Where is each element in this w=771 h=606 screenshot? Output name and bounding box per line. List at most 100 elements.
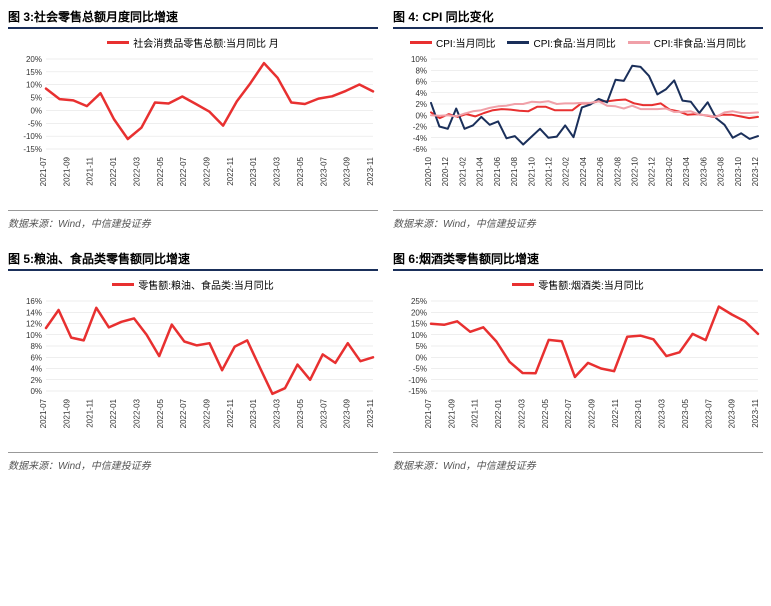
legend-item: CPI:当月同比 (410, 35, 495, 50)
svg-text:2023-06: 2023-06 (699, 156, 708, 186)
svg-text:2021-10: 2021-10 (527, 156, 536, 186)
legend-item: 社会消费品零售总额:当月同比 月 (107, 35, 279, 50)
svg-text:2021-07: 2021-07 (424, 398, 433, 428)
svg-text:2022-09: 2022-09 (203, 156, 212, 186)
title-underline (393, 269, 763, 271)
svg-text:2021-09: 2021-09 (62, 156, 71, 186)
svg-text:2023-04: 2023-04 (682, 156, 691, 186)
svg-text:10%: 10% (411, 331, 427, 340)
chart-title: 图 3:社会零售总额月度同比增速 (8, 8, 378, 25)
series-line (46, 308, 373, 394)
legend: CPI:当月同比 CPI:食品:当月同比 CPI:非食品:当月同比 (393, 35, 763, 50)
svg-text:-6%: -6% (413, 145, 427, 154)
svg-text:2022-09: 2022-09 (203, 398, 212, 428)
svg-text:2022-01: 2022-01 (494, 398, 503, 428)
chart-grid: 图 3:社会零售总额月度同比增速社会消费品零售总额:当月同比 月 -15% -10%… (0, 0, 771, 480)
svg-text:2023-05: 2023-05 (681, 398, 690, 428)
legend-item: CPI:食品:当月同比 (507, 35, 615, 50)
svg-text:2021-07: 2021-07 (39, 398, 48, 428)
svg-text:2023-10: 2023-10 (734, 156, 743, 186)
svg-text:20%: 20% (411, 308, 427, 317)
svg-text:2022-03: 2022-03 (517, 398, 526, 428)
svg-text:2022-11: 2022-11 (226, 156, 235, 185)
source-text: 数据来源：Wind，中信建投证券 (8, 452, 378, 472)
svg-text:2022-07: 2022-07 (179, 156, 188, 186)
svg-text:-10%: -10% (408, 376, 427, 385)
chart-svg: -6%-4%-2%0%2%4%6%8%10%2020-102020-122021… (393, 54, 763, 204)
svg-text:2022-01: 2022-01 (109, 156, 118, 186)
svg-text:2021-11: 2021-11 (471, 398, 480, 427)
svg-text:0%: 0% (415, 111, 427, 120)
svg-text:-15%: -15% (23, 145, 42, 154)
svg-text:2022-11: 2022-11 (611, 398, 620, 427)
legend-label: CPI:非食品:当月同比 (654, 35, 746, 50)
svg-text:2021-11: 2021-11 (86, 398, 95, 427)
legend-item: 零售额:烟酒类:当月同比 (512, 277, 644, 292)
svg-text:2022-10: 2022-10 (631, 156, 640, 186)
title-underline (8, 27, 378, 29)
svg-text:5%: 5% (30, 94, 42, 103)
series-line (431, 307, 758, 377)
svg-text:-2%: -2% (413, 123, 427, 132)
legend: 零售额:烟酒类:当月同比 (393, 277, 763, 292)
legend-label: 零售额:粮油、食品类:当月同比 (138, 277, 274, 292)
chart-panel-c3: 图 3:社会零售总额月度同比增速社会消费品零售总额:当月同比 月 -15% -10%… (8, 8, 378, 230)
svg-text:2022-05: 2022-05 (541, 398, 550, 428)
source-text: 数据来源：Wind，中信建投证券 (8, 210, 378, 230)
legend-item: CPI:非食品:当月同比 (628, 35, 746, 50)
svg-text:2022-11: 2022-11 (226, 398, 235, 427)
legend-label: CPI:当月同比 (436, 35, 495, 50)
svg-text:4%: 4% (30, 365, 42, 374)
svg-text:2022-09: 2022-09 (588, 398, 597, 428)
svg-text:2023-05: 2023-05 (296, 398, 305, 428)
chart-svg: -15%-10%-5%0%5%10%15%20%25%2021-072021-0… (393, 296, 763, 446)
svg-text:2022-12: 2022-12 (648, 156, 657, 186)
legend-label: 零售额:烟酒类:当月同比 (538, 277, 644, 292)
svg-text:2023-08: 2023-08 (717, 156, 726, 186)
svg-text:2023-07: 2023-07 (319, 156, 328, 186)
svg-text:2021-04: 2021-04 (476, 156, 485, 186)
svg-text:2023-03: 2023-03 (658, 398, 667, 428)
svg-text:2023-12: 2023-12 (751, 156, 760, 186)
svg-text:16%: 16% (26, 297, 42, 306)
svg-text:2023-01: 2023-01 (249, 398, 258, 428)
svg-text:2022-03: 2022-03 (132, 398, 141, 428)
svg-text:-5%: -5% (28, 119, 42, 128)
svg-text:5%: 5% (415, 342, 427, 351)
chart-title: 图 6:烟酒类零售额同比增速 (393, 250, 763, 267)
legend-label: CPI:食品:当月同比 (533, 35, 615, 50)
svg-text:2022-05: 2022-05 (156, 398, 165, 428)
legend-label: 社会消费品零售总额:当月同比 月 (133, 35, 279, 50)
svg-text:2%: 2% (30, 376, 42, 385)
svg-text:2021-12: 2021-12 (544, 156, 553, 186)
svg-text:2023-11: 2023-11 (366, 156, 375, 185)
svg-text:2022-07: 2022-07 (179, 398, 188, 428)
svg-text:2023-03: 2023-03 (273, 156, 282, 186)
svg-text:2023-07: 2023-07 (319, 398, 328, 428)
chart-svg: 0%2%4%6%8%10%12%14%16%2021-072021-092021… (8, 296, 378, 446)
chart-panel-c4: 图 4: CPI 同比变化CPI:当月同比CPI:食品:当月同比CPI:非食品:… (393, 8, 763, 230)
svg-text:2021-08: 2021-08 (510, 156, 519, 186)
svg-text:2023-09: 2023-09 (728, 398, 737, 428)
svg-text:2023-01: 2023-01 (249, 156, 258, 186)
svg-text:2022-01: 2022-01 (109, 398, 118, 428)
legend-swatch (410, 41, 432, 44)
svg-text:2021-09: 2021-09 (62, 398, 71, 428)
title-underline (393, 27, 763, 29)
svg-text:15%: 15% (26, 68, 42, 77)
title-underline (8, 269, 378, 271)
svg-text:2022-07: 2022-07 (564, 398, 573, 428)
legend-swatch (512, 283, 534, 286)
svg-text:20%: 20% (26, 55, 42, 64)
svg-text:2022-05: 2022-05 (156, 156, 165, 186)
svg-text:2023-09: 2023-09 (343, 156, 352, 186)
svg-text:2023-11: 2023-11 (366, 398, 375, 427)
svg-text:8%: 8% (415, 66, 427, 75)
legend-item: 零售额:粮油、食品类:当月同比 (112, 277, 274, 292)
svg-text:4%: 4% (415, 89, 427, 98)
svg-text:-5%: -5% (413, 365, 427, 374)
chart-svg: -15%-10%-5%0%5%10%15%20%2021-072021-0920… (8, 54, 378, 204)
svg-text:-10%: -10% (23, 132, 42, 141)
svg-text:2021-02: 2021-02 (458, 156, 467, 186)
chart-panel-c6: 图 6:烟酒类零售额同比增速零售额:烟酒类:当月同比-15%-10%-5%0%5… (393, 250, 763, 472)
